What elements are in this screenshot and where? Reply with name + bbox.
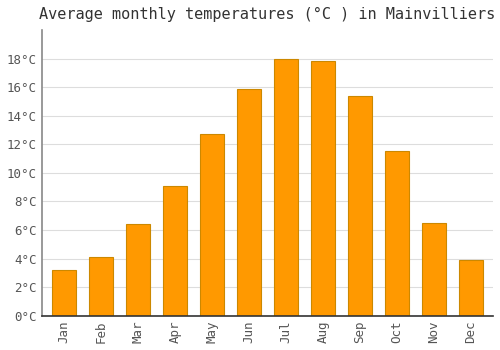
Title: Average monthly temperatures (°C ) in Mainvilliers: Average monthly temperatures (°C ) in Ma… [40, 7, 496, 22]
Bar [422, 223, 446, 316]
Bar [52, 270, 76, 316]
Bar [163, 186, 187, 316]
Bar [459, 260, 483, 316]
Bar [348, 96, 372, 316]
Bar [89, 257, 113, 316]
Bar [237, 89, 261, 316]
Bar [385, 152, 409, 316]
Bar [274, 59, 298, 316]
Bar [126, 224, 150, 316]
Bar [200, 134, 224, 316]
Bar [311, 62, 335, 316]
